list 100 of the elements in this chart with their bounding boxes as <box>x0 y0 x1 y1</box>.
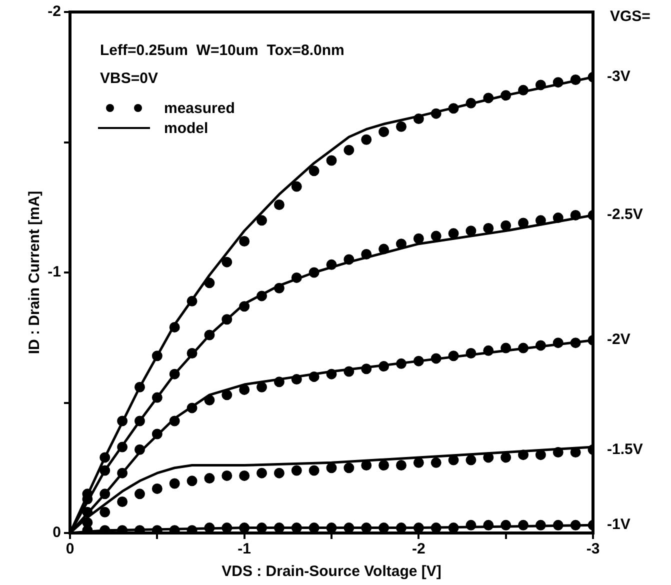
point <box>256 468 268 478</box>
point <box>344 366 354 377</box>
point <box>413 233 424 244</box>
point <box>483 345 494 356</box>
text: VGS= <box>610 8 650 25</box>
point <box>448 103 459 114</box>
point <box>117 525 128 533</box>
point <box>466 98 476 108</box>
point <box>291 465 302 476</box>
x-axis-title: VDS : Drain-Source Voltage [V] <box>222 563 442 580</box>
point <box>378 244 390 254</box>
point <box>308 166 320 176</box>
point <box>361 460 372 471</box>
point <box>344 254 354 265</box>
point <box>535 520 546 530</box>
point <box>344 462 354 474</box>
point <box>169 416 180 426</box>
point <box>430 522 442 533</box>
point <box>326 155 337 166</box>
point <box>239 470 250 481</box>
point <box>274 200 284 210</box>
point <box>186 296 198 306</box>
point <box>413 356 424 366</box>
point <box>291 181 302 192</box>
point <box>361 522 372 533</box>
x-tick-label: -1 <box>238 540 252 558</box>
point <box>222 256 232 268</box>
point <box>448 454 459 466</box>
x-tick-label: 0 <box>66 540 74 558</box>
point <box>413 457 424 468</box>
point <box>326 462 337 474</box>
point <box>186 402 198 414</box>
point <box>308 465 320 476</box>
point <box>326 259 337 270</box>
point <box>361 134 372 145</box>
point <box>326 522 337 533</box>
point <box>413 114 424 124</box>
point <box>466 520 476 530</box>
point <box>500 342 512 354</box>
point <box>552 338 564 348</box>
point <box>256 215 268 226</box>
x-tick-label: -3 <box>586 540 600 558</box>
point <box>256 290 268 302</box>
point <box>396 460 406 471</box>
point <box>448 228 459 239</box>
point <box>466 226 476 236</box>
point <box>430 353 442 364</box>
point <box>361 364 372 374</box>
point <box>344 144 354 156</box>
annotation: VBS=0V <box>100 70 158 87</box>
point <box>552 77 564 88</box>
point <box>100 452 110 463</box>
legend-label: model <box>164 120 208 136</box>
point <box>100 465 110 476</box>
point <box>239 384 250 395</box>
point <box>100 506 110 518</box>
point <box>361 249 372 260</box>
point <box>483 222 494 234</box>
text: -1V <box>607 516 630 534</box>
point <box>518 450 529 460</box>
point <box>326 368 337 380</box>
point <box>256 382 268 392</box>
point <box>466 454 476 466</box>
point <box>518 218 529 228</box>
annotation: Leff=0.25um W=10um Tox=8.0nm <box>100 42 344 59</box>
point <box>82 517 93 528</box>
point <box>117 468 128 478</box>
point <box>448 350 459 362</box>
point <box>378 361 390 372</box>
point <box>204 394 215 406</box>
text: -2V <box>607 331 630 348</box>
point <box>396 522 406 533</box>
point <box>169 368 180 380</box>
y-tick-label: 0 <box>52 524 61 542</box>
point <box>378 126 390 138</box>
point <box>100 488 110 500</box>
point <box>535 450 546 460</box>
point <box>396 358 406 369</box>
point <box>169 478 180 489</box>
point <box>222 470 232 481</box>
point <box>518 520 529 530</box>
point <box>396 238 406 250</box>
point <box>134 382 145 392</box>
point <box>134 416 145 426</box>
point <box>152 525 162 533</box>
point <box>535 215 546 226</box>
point <box>570 338 581 348</box>
point <box>500 90 512 101</box>
point <box>448 522 459 533</box>
point <box>291 272 302 283</box>
point <box>483 92 494 104</box>
point <box>152 350 162 362</box>
point <box>222 390 232 400</box>
point <box>204 278 215 288</box>
point <box>308 371 320 382</box>
point <box>117 416 128 426</box>
point <box>204 522 215 533</box>
point <box>82 506 93 518</box>
x-tick-label: -2 <box>412 540 426 558</box>
point <box>291 522 302 533</box>
